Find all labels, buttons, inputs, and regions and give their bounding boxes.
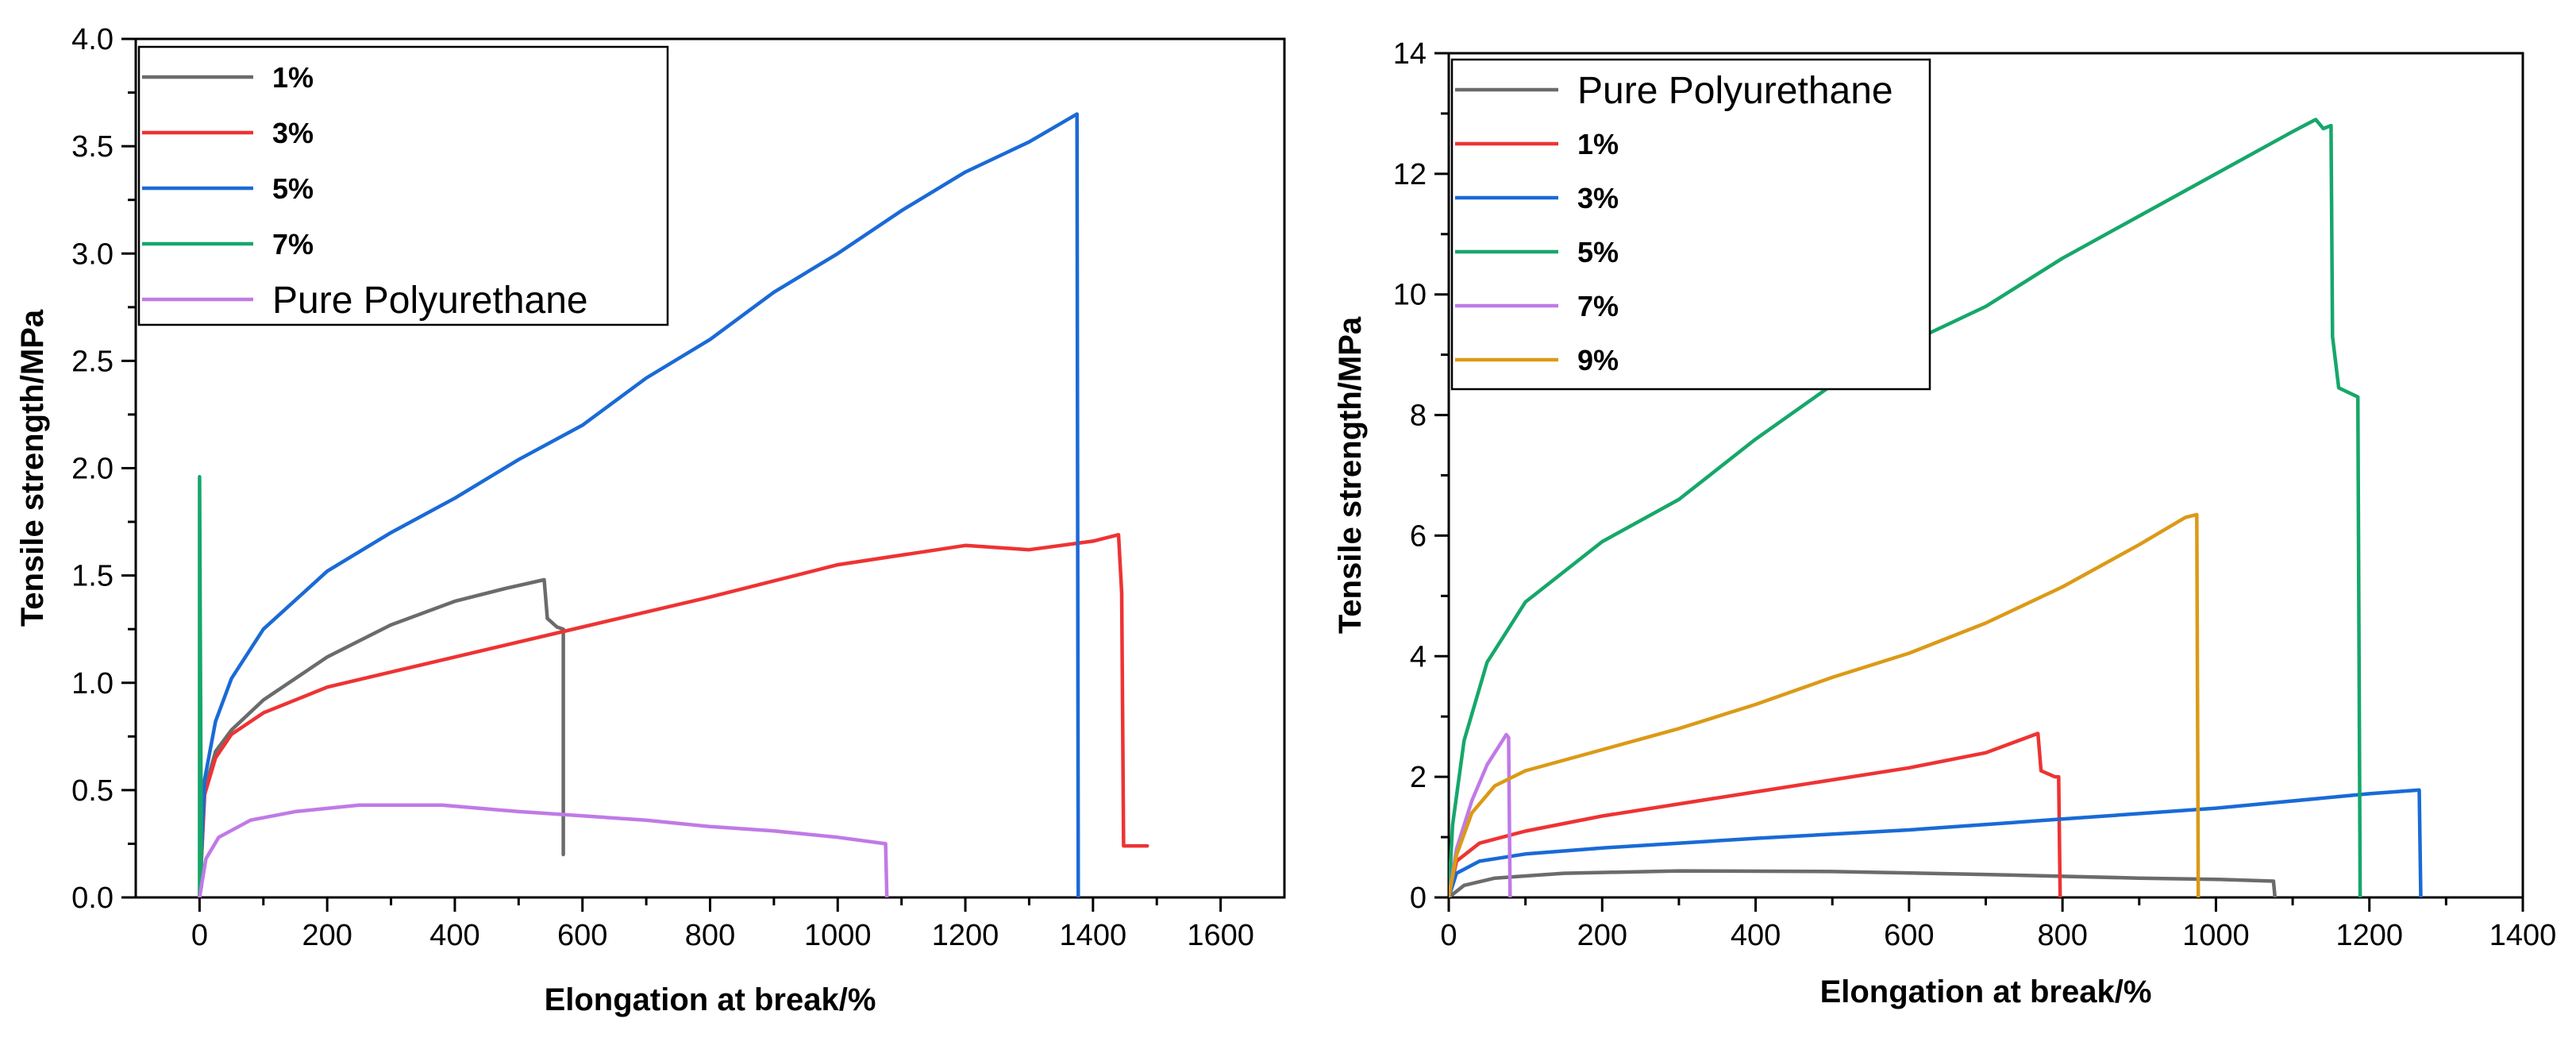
legend-box [137,45,669,326]
legend-label: 1% [1577,128,1619,160]
y-tick-label: 2.0 [71,453,114,486]
y-tick-label: 4.0 [71,23,114,56]
y-tick-label: 6 [1410,519,1427,553]
x-tick-label: 1400 [1060,919,1127,952]
x-tick-label: 600 [1884,919,1934,952]
x-tick-label: 1400 [2489,919,2557,952]
series-line-3- [1449,788,2423,897]
x-tick-label: 800 [685,919,735,952]
y-tick-label: 10 [1393,279,1427,312]
x-tick-label: 1000 [804,919,872,952]
y-tick-label: 4 [1410,640,1427,673]
y-tick-label: 0 [1410,882,1427,915]
y-tick-label: 2.5 [71,345,114,378]
x-tick-label: 1200 [2335,919,2403,952]
legend-label: 5% [272,172,314,205]
y-tick-label: 8 [1410,399,1427,433]
y-tick-label: 0.0 [71,882,114,915]
legend-label: Pure Polyurethane [272,280,588,322]
x-tick-label: 1200 [932,919,999,952]
series-group [198,112,1149,897]
y-tick-label: 2 [1410,761,1427,794]
legend-label: 3% [1577,182,1619,214]
y-tick-label: 0.5 [71,774,114,808]
legend-label: 7% [1577,290,1619,322]
series-line-5- [198,112,1080,897]
legend-box [1450,58,1931,391]
legend-label: 3% [272,117,314,149]
chart-right: 0 200 400 600 800 1000 1200 1400 0 2 4 6 8 10 12 14 Elon… [1333,37,2556,1009]
y-tick-label: 3.0 [71,237,114,271]
legend-label: 5% [1577,236,1619,268]
y-tick-label: 14 [1393,37,1427,71]
x-tick-label: 200 [1577,919,1627,952]
legend-label: Pure Polyurethane [1577,70,1893,112]
series-line-5- [1449,118,2362,897]
y-axis-label: Tensile strength/MPa [15,309,50,627]
legend-label: 9% [1577,344,1619,376]
series-line-3- [198,533,1149,897]
x-axis-label: Elongation at break/% [1820,974,2152,1009]
y-tick-label: 12 [1393,158,1427,191]
x-tick-label: 1000 [2182,919,2250,952]
x-axis-label: Elongation at break/% [545,982,876,1017]
chart-left: 0 200 400 600 800 1000 1200 1400 1600 0.0 0.5 1.0 1.… [15,23,1286,1017]
series-line-9- [1449,512,2201,897]
x-tick-label: 0 [1440,919,1457,952]
series-line-7- [198,475,204,897]
legend-label: 7% [272,228,314,260]
y-tick-label: 1.0 [71,667,114,700]
series-line-pure-polyurethane [198,803,889,897]
series-group [1449,118,2423,897]
x-tick-label: 0 [191,919,208,952]
y-axis-label: Tensile strength/MPa [1333,316,1368,634]
y-tick-label: 1.5 [71,560,114,593]
series-line-1- [1449,731,2062,897]
x-tick-label: 600 [557,919,607,952]
x-tick-label: 400 [1731,919,1781,952]
series-line-pure-polyurethane [1449,869,2278,897]
x-tick-label: 400 [429,919,479,952]
y-tick-label: 3.5 [71,130,114,164]
x-tick-label: 1600 [1187,919,1254,952]
series-line-7- [1449,732,1512,897]
x-tick-label: 200 [302,919,352,952]
legend-label: 1% [272,61,314,94]
series-line-1- [198,577,565,897]
x-tick-label: 800 [2037,919,2087,952]
